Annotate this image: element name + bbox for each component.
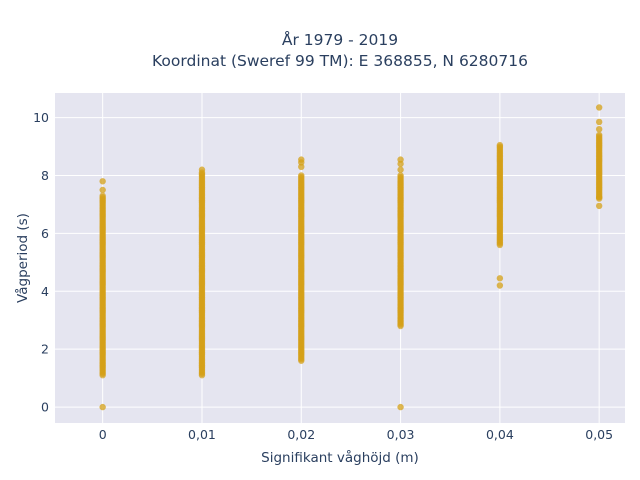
data-point xyxy=(99,192,106,199)
data-point xyxy=(595,104,603,111)
y-tick-label: 2 xyxy=(41,342,49,357)
data-point xyxy=(595,131,603,139)
data-point xyxy=(595,125,603,133)
y-tick-label: 4 xyxy=(41,284,49,299)
x-tick-label: 0,04 xyxy=(486,427,514,442)
data-point xyxy=(99,403,106,411)
data-point xyxy=(99,186,106,194)
y-axis-title: Vågperiod (s) xyxy=(14,213,31,303)
x-tick-label: 0,02 xyxy=(287,427,315,442)
data-point xyxy=(298,172,305,179)
data-point xyxy=(397,156,404,163)
data-point xyxy=(298,156,305,163)
data-point xyxy=(397,403,404,411)
x-tick-label: 0 xyxy=(99,427,107,442)
data-point xyxy=(595,118,603,126)
data-point xyxy=(397,166,404,173)
y-tick-label: 6 xyxy=(41,226,49,241)
chart-title-line2: Koordinat (Sweref 99 TM): E 368855, N 62… xyxy=(152,52,528,70)
data-point xyxy=(496,275,504,282)
x-tick-label: 0,03 xyxy=(387,427,415,442)
data-point xyxy=(496,282,504,289)
y-tick-label: 10 xyxy=(33,110,49,125)
data-point xyxy=(198,166,206,173)
data-point xyxy=(595,194,603,201)
plot-area xyxy=(55,93,625,423)
y-axis-ticks: 0 2 4 6 8 10 xyxy=(33,110,49,414)
x-axis-ticks: 0 0,01 0,02 0,03 0,04 0,05 xyxy=(99,427,613,442)
y-tick-label: 8 xyxy=(41,168,49,183)
x-tick-label: 0,01 xyxy=(188,427,216,442)
x-tick-label: 0,05 xyxy=(585,427,613,442)
data-point xyxy=(99,178,106,185)
data-point xyxy=(397,172,404,179)
data-point xyxy=(595,202,603,210)
data-point xyxy=(496,141,504,149)
chart-title-line1: År 1979 - 2019 xyxy=(282,30,398,49)
y-tick-label: 0 xyxy=(41,400,49,415)
data-points xyxy=(99,104,603,411)
x-axis-title: Signifikant våghöjd (m) xyxy=(261,449,419,466)
